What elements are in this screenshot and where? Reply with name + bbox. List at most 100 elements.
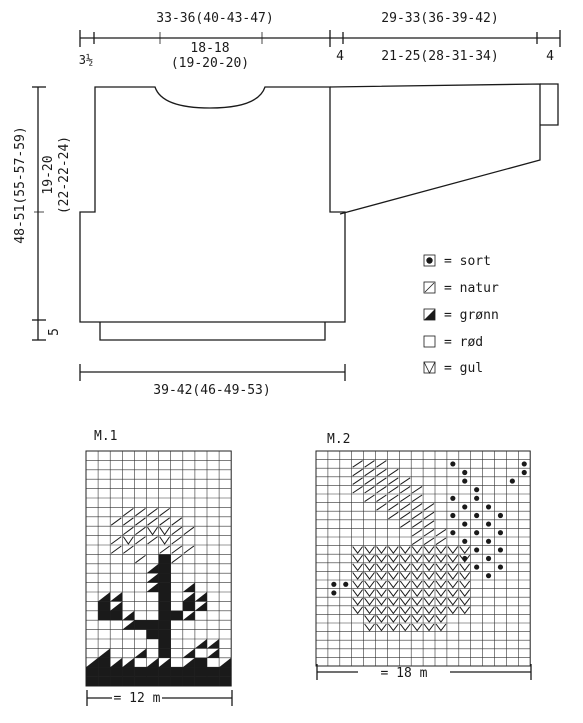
gul-stitch bbox=[352, 563, 363, 572]
gul-stitch bbox=[399, 589, 411, 598]
sort-stitch bbox=[485, 555, 492, 562]
gul-stitch bbox=[435, 589, 447, 598]
natur-stitch bbox=[159, 517, 170, 526]
gul-stitch bbox=[399, 606, 411, 615]
natur-stitch bbox=[400, 485, 411, 494]
gul-stitch bbox=[376, 606, 387, 615]
filled-stitch bbox=[219, 676, 232, 686]
top-dimension bbox=[79, 30, 561, 47]
natur-stitch bbox=[159, 507, 170, 517]
natur-stitch bbox=[135, 517, 146, 526]
gul-stitch bbox=[423, 623, 435, 632]
natur-stitch bbox=[123, 507, 134, 517]
gul-stitch bbox=[435, 615, 447, 623]
chart-m1-title: M.1 bbox=[94, 429, 117, 444]
filled-stitch bbox=[158, 573, 171, 583]
natur-stitch bbox=[400, 511, 411, 520]
natur-stitch bbox=[376, 494, 387, 503]
gul-stitch bbox=[364, 623, 375, 632]
filled-stitch bbox=[98, 610, 111, 621]
natur-stitch bbox=[183, 545, 195, 554]
armhole-depth-sizes-label: (22-22-24) bbox=[57, 136, 72, 214]
filled-stitch bbox=[158, 610, 171, 621]
bottom-dimension bbox=[79, 364, 346, 381]
sort-stitch bbox=[497, 512, 504, 519]
gul-stitch bbox=[459, 606, 471, 615]
filled-stitch bbox=[134, 667, 147, 677]
natur-stitch bbox=[110, 517, 122, 526]
filled-stitch bbox=[194, 676, 207, 686]
armhole-depth-label: 19-20 bbox=[41, 155, 56, 194]
shoulder-margin-label: 3½ bbox=[79, 53, 93, 67]
gul-stitch bbox=[459, 554, 471, 563]
sort-stitch bbox=[450, 495, 456, 501]
natur-stitch bbox=[435, 528, 447, 537]
gul-stitch bbox=[399, 546, 411, 555]
natur-stitch bbox=[135, 507, 146, 517]
sort-stitch bbox=[474, 487, 480, 493]
filled-stitch bbox=[182, 601, 195, 611]
gul-stitch bbox=[147, 526, 159, 536]
gul-stitch bbox=[376, 580, 387, 589]
gul-stitch bbox=[122, 536, 134, 545]
gul-stitch bbox=[388, 589, 399, 598]
natur-stitch bbox=[147, 536, 158, 545]
gronn-stitch bbox=[182, 592, 195, 602]
gul-stitch bbox=[376, 563, 387, 572]
filled-stitch bbox=[158, 563, 171, 574]
gul-symbol bbox=[423, 361, 436, 374]
natur-stitch bbox=[147, 517, 158, 526]
legend-label-gronn: = grønn bbox=[444, 308, 499, 323]
filled-stitch bbox=[158, 639, 171, 649]
gul-stitch bbox=[364, 606, 375, 615]
filled-stitch bbox=[158, 554, 171, 564]
natur-stitch bbox=[376, 477, 387, 485]
gul-stitch bbox=[364, 589, 375, 598]
gul-stitch bbox=[435, 554, 447, 563]
natur-stitch bbox=[376, 485, 387, 494]
total-length-label: 48-51(55-57-59) bbox=[13, 126, 28, 243]
sort-stitch bbox=[462, 521, 468, 527]
natur-stitch bbox=[400, 503, 411, 511]
natur-stitch bbox=[376, 503, 387, 511]
legend-label-rod: = rød bbox=[444, 335, 483, 350]
gul-stitch bbox=[364, 597, 375, 606]
filled-stitch bbox=[170, 667, 183, 677]
natur-stitch bbox=[135, 554, 146, 564]
natur-stitch bbox=[423, 528, 435, 537]
gronn-stitch bbox=[86, 657, 99, 668]
gronn-stitch bbox=[146, 582, 159, 592]
gul-stitch bbox=[399, 580, 411, 589]
gul-stitch bbox=[388, 554, 399, 563]
natur-stitch bbox=[364, 468, 375, 477]
gronn-stitch bbox=[158, 657, 171, 668]
filled-stitch bbox=[122, 676, 135, 686]
gul-stitch bbox=[411, 597, 423, 606]
natur-stitch bbox=[388, 503, 399, 511]
filled-stitch bbox=[207, 676, 220, 686]
natur-stitch bbox=[171, 554, 183, 564]
natur-stitch bbox=[400, 494, 411, 503]
filled-stitch bbox=[158, 620, 171, 630]
natur-stitch bbox=[388, 468, 399, 477]
gul-stitch bbox=[411, 572, 423, 580]
gul-stitch bbox=[447, 546, 459, 555]
natur-stitch bbox=[352, 477, 363, 485]
filled-stitch bbox=[134, 620, 147, 630]
gul-stitch bbox=[411, 606, 423, 615]
filled-stitch bbox=[98, 601, 111, 611]
gronn-symbol bbox=[423, 308, 436, 321]
natur-stitch bbox=[364, 485, 375, 494]
sort-stitch bbox=[485, 573, 492, 579]
gul-stitch bbox=[423, 615, 435, 623]
natur-stitch bbox=[435, 537, 447, 546]
gul-stitch bbox=[399, 623, 411, 632]
gul-stitch bbox=[364, 580, 375, 589]
gul-stitch bbox=[447, 563, 459, 572]
sleeve-width-label: 21-25(28-31-34) bbox=[381, 49, 498, 64]
natur-symbol bbox=[423, 281, 436, 294]
filled-stitch bbox=[170, 676, 183, 686]
natur-stitch bbox=[376, 460, 387, 468]
natur-stitch bbox=[183, 526, 195, 536]
filled-stitch bbox=[98, 667, 111, 677]
